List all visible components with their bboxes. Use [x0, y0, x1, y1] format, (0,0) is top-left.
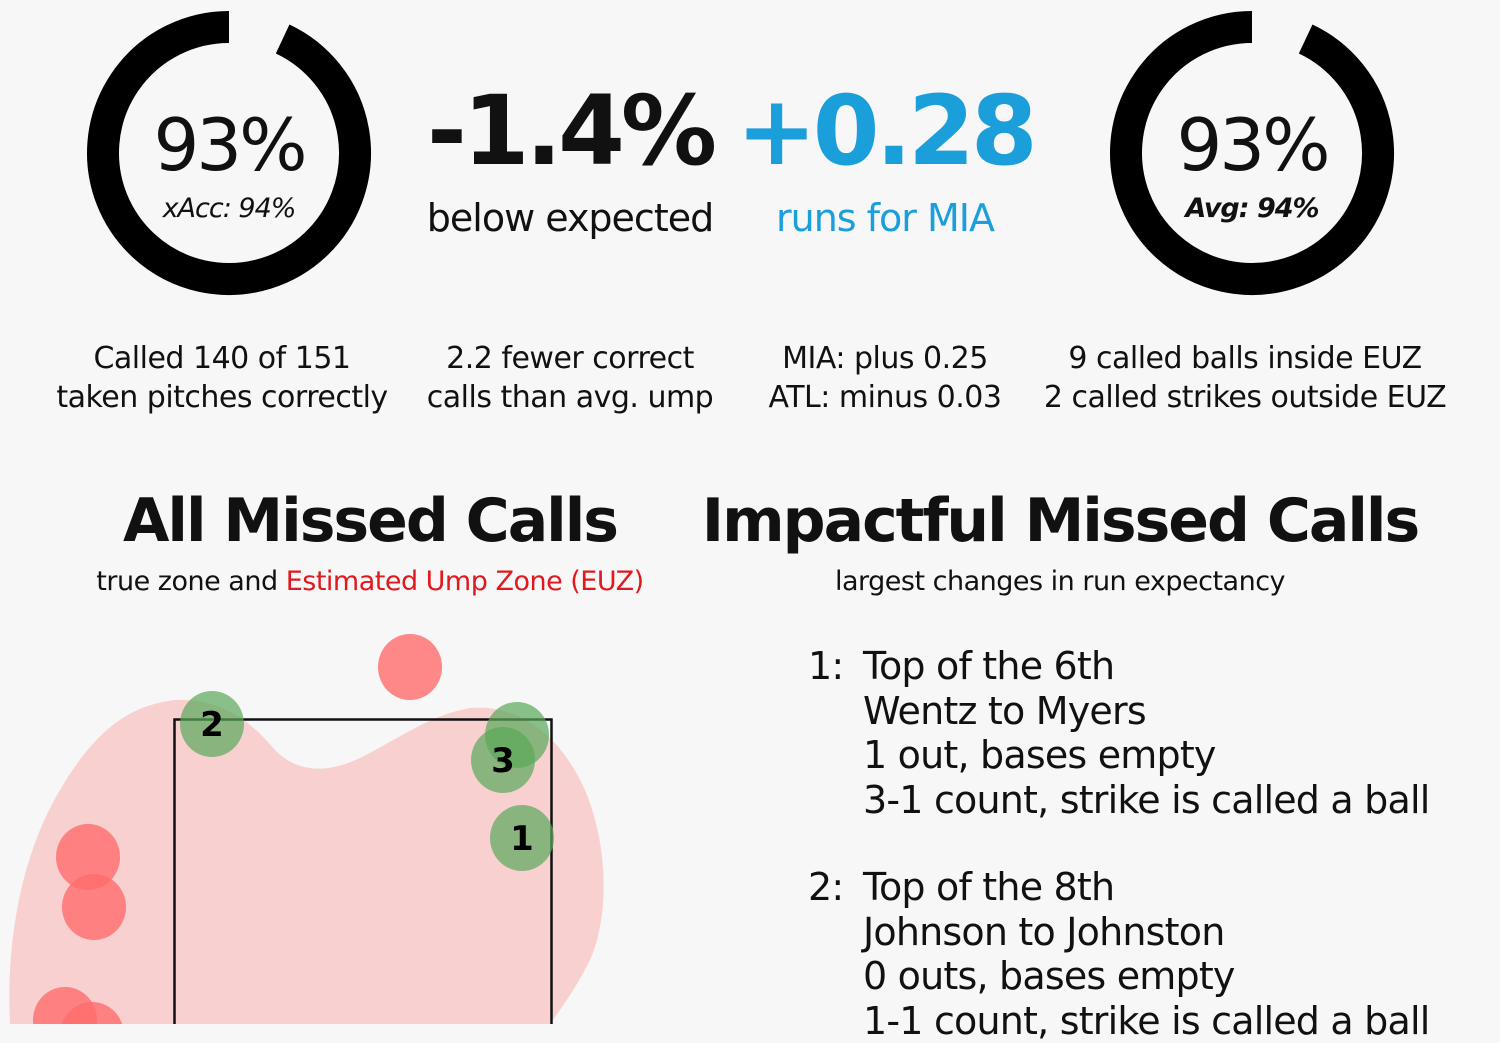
missed-calls-zone-plot: 2 3 1 [0, 620, 700, 1024]
impactful-calls-title: Impactful Missed Calls [700, 486, 1420, 556]
impactful-calls-subtitle: largest changes in run expectancy [700, 566, 1420, 597]
stat-line: 2.2 fewer correct [390, 339, 750, 378]
impactful-call-label: 2 [200, 705, 224, 745]
impactful-call-label: 3 [491, 741, 515, 781]
average-consistency: Avg: 94% [1107, 193, 1397, 224]
vs-expected-value: -1.4% [420, 75, 720, 187]
call-rank: 1: [808, 644, 843, 689]
stat-line: calls than avg. ump [390, 378, 750, 417]
stat-line: 9 called balls inside EUZ [1020, 339, 1470, 378]
stat-line: Called 140 of 151 [22, 339, 422, 378]
call-situation: 0 outs, bases empty [863, 954, 1430, 999]
subtitle-prefix: true zone and [96, 566, 277, 597]
impactful-call-label: 1 [510, 819, 534, 859]
consistency-ring: 93% Avg: 94% [1107, 8, 1397, 298]
call-inning: Top of the 6th [863, 644, 1430, 689]
consistency-stat: 9 called balls inside EUZ 2 called strik… [1020, 339, 1470, 417]
stat-line: MIA: plus 0.25 [735, 339, 1035, 378]
accuracy-ring: 93% xAcc: 94% [84, 8, 374, 298]
stat-line: 2 called strikes outside EUZ [1020, 378, 1470, 417]
call-matchup: Johnson to Johnston [863, 910, 1430, 955]
accuracy-value: 93% [84, 103, 374, 187]
missed-calls-subtitle: true zone and Estimated Ump Zone (EUZ) [30, 566, 710, 597]
vs-expected-stat: 2.2 fewer correct calls than avg. ump [390, 339, 750, 417]
call-situation: 1 out, bases empty [863, 733, 1430, 778]
call-count: 1-1 count, strike is called a ball [863, 999, 1430, 1043]
call-inning: Top of the 8th [863, 865, 1430, 910]
vs-expected-label: below expected [420, 196, 720, 240]
call-count: 3-1 count, strike is called a ball [863, 778, 1430, 823]
favor-stat: MIA: plus 0.25 ATL: minus 0.03 [735, 339, 1035, 417]
accuracy-stat: Called 140 of 151 taken pitches correctl… [22, 339, 422, 417]
stat-line: ATL: minus 0.03 [735, 378, 1035, 417]
stat-line: taken pitches correctly [22, 378, 422, 417]
missed-call-marker [378, 634, 442, 700]
favor-label: runs for MIA [735, 196, 1035, 240]
missed-call-marker [62, 874, 126, 940]
missed-calls-title: All Missed Calls [60, 486, 680, 556]
favor-value: +0.28 [735, 75, 1035, 187]
euz-label: Estimated Ump Zone (EUZ) [286, 566, 644, 597]
call-matchup: Wentz to Myers [863, 689, 1430, 734]
expected-accuracy: xAcc: 94% [84, 193, 374, 224]
consistency-value: 93% [1107, 103, 1397, 187]
call-rank: 2: [808, 865, 843, 910]
